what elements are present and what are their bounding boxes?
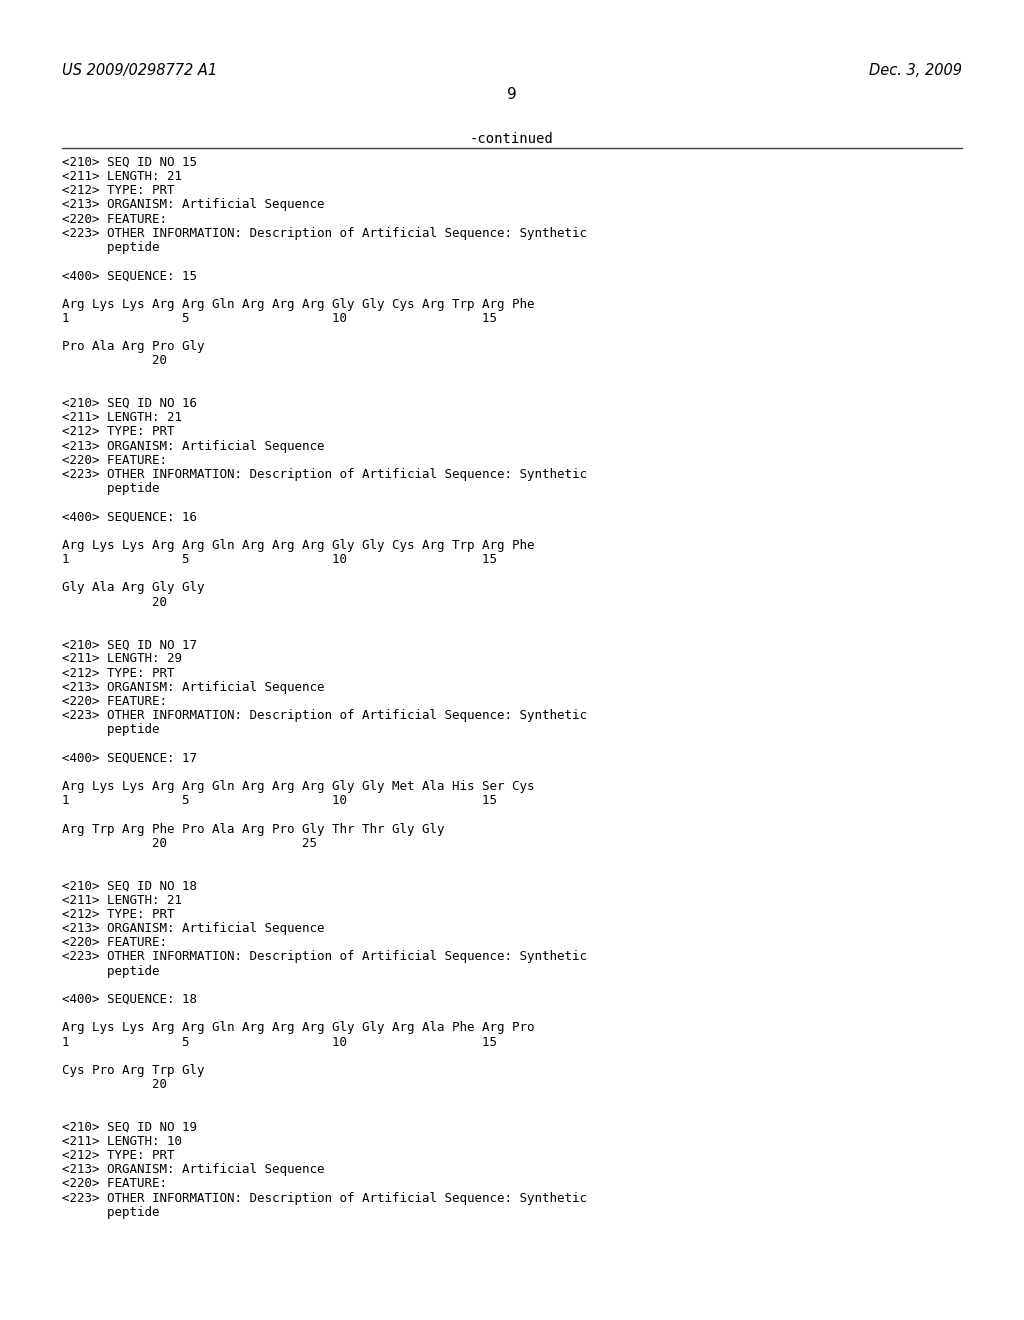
Text: <212> TYPE: PRT: <212> TYPE: PRT xyxy=(62,183,175,197)
Text: 1               5                   10                  15: 1 5 10 15 xyxy=(62,1035,498,1048)
Text: <211> LENGTH: 21: <211> LENGTH: 21 xyxy=(62,412,182,424)
Text: Arg Lys Lys Arg Arg Gln Arg Arg Arg Gly Gly Cys Arg Trp Arg Phe: Arg Lys Lys Arg Arg Gln Arg Arg Arg Gly … xyxy=(62,298,535,310)
Text: <220> FEATURE:: <220> FEATURE: xyxy=(62,694,168,708)
Text: Arg Trp Arg Phe Pro Ala Arg Pro Gly Thr Thr Gly Gly: Arg Trp Arg Phe Pro Ala Arg Pro Gly Thr … xyxy=(62,822,445,836)
Text: <400> SEQUENCE: 17: <400> SEQUENCE: 17 xyxy=(62,751,198,764)
Text: <211> LENGTH: 10: <211> LENGTH: 10 xyxy=(62,1135,182,1148)
Text: <210> SEQ ID NO 16: <210> SEQ ID NO 16 xyxy=(62,397,198,411)
Text: Dec. 3, 2009: Dec. 3, 2009 xyxy=(868,63,962,78)
Text: <210> SEQ ID NO 15: <210> SEQ ID NO 15 xyxy=(62,156,198,169)
Text: <212> TYPE: PRT: <212> TYPE: PRT xyxy=(62,1148,175,1162)
Text: <220> FEATURE:: <220> FEATURE: xyxy=(62,936,168,949)
Text: <213> ORGANISM: Artificial Sequence: <213> ORGANISM: Artificial Sequence xyxy=(62,921,325,935)
Text: <212> TYPE: PRT: <212> TYPE: PRT xyxy=(62,908,175,921)
Text: Pro Ala Arg Pro Gly: Pro Ala Arg Pro Gly xyxy=(62,341,205,354)
Text: <223> OTHER INFORMATION: Description of Artificial Sequence: Synthetic: <223> OTHER INFORMATION: Description of … xyxy=(62,950,588,964)
Text: 1               5                   10                  15: 1 5 10 15 xyxy=(62,553,498,566)
Text: <211> LENGTH: 21: <211> LENGTH: 21 xyxy=(62,894,182,907)
Text: <213> ORGANISM: Artificial Sequence: <213> ORGANISM: Artificial Sequence xyxy=(62,198,325,211)
Text: <213> ORGANISM: Artificial Sequence: <213> ORGANISM: Artificial Sequence xyxy=(62,681,325,694)
Text: 20: 20 xyxy=(62,354,168,367)
Text: <223> OTHER INFORMATION: Description of Artificial Sequence: Synthetic: <223> OTHER INFORMATION: Description of … xyxy=(62,469,588,480)
Text: <213> ORGANISM: Artificial Sequence: <213> ORGANISM: Artificial Sequence xyxy=(62,440,325,453)
Text: peptide: peptide xyxy=(62,242,160,253)
Text: <223> OTHER INFORMATION: Description of Artificial Sequence: Synthetic: <223> OTHER INFORMATION: Description of … xyxy=(62,709,588,722)
Text: -continued: -continued xyxy=(470,132,554,147)
Text: 20: 20 xyxy=(62,1078,168,1092)
Text: 1               5                   10                  15: 1 5 10 15 xyxy=(62,795,498,808)
Text: Arg Lys Lys Arg Arg Gln Arg Arg Arg Gly Gly Met Ala His Ser Cys: Arg Lys Lys Arg Arg Gln Arg Arg Arg Gly … xyxy=(62,780,535,793)
Text: <211> LENGTH: 21: <211> LENGTH: 21 xyxy=(62,170,182,183)
Text: <212> TYPE: PRT: <212> TYPE: PRT xyxy=(62,425,175,438)
Text: Cys Pro Arg Trp Gly: Cys Pro Arg Trp Gly xyxy=(62,1064,205,1077)
Text: peptide: peptide xyxy=(62,723,160,737)
Text: <210> SEQ ID NO 19: <210> SEQ ID NO 19 xyxy=(62,1121,198,1134)
Text: 9: 9 xyxy=(507,87,517,102)
Text: <210> SEQ ID NO 18: <210> SEQ ID NO 18 xyxy=(62,879,198,892)
Text: peptide: peptide xyxy=(62,482,160,495)
Text: <210> SEQ ID NO 17: <210> SEQ ID NO 17 xyxy=(62,639,198,651)
Text: Arg Lys Lys Arg Arg Gln Arg Arg Arg Gly Gly Cys Arg Trp Arg Phe: Arg Lys Lys Arg Arg Gln Arg Arg Arg Gly … xyxy=(62,539,535,552)
Text: <211> LENGTH: 29: <211> LENGTH: 29 xyxy=(62,652,182,665)
Text: <400> SEQUENCE: 15: <400> SEQUENCE: 15 xyxy=(62,269,198,282)
Text: <212> TYPE: PRT: <212> TYPE: PRT xyxy=(62,667,175,680)
Text: US 2009/0298772 A1: US 2009/0298772 A1 xyxy=(62,63,217,78)
Text: <220> FEATURE:: <220> FEATURE: xyxy=(62,213,168,226)
Text: peptide: peptide xyxy=(62,965,160,978)
Text: <220> FEATURE:: <220> FEATURE: xyxy=(62,1177,168,1191)
Text: Gly Ala Arg Gly Gly: Gly Ala Arg Gly Gly xyxy=(62,581,205,594)
Text: <223> OTHER INFORMATION: Description of Artificial Sequence: Synthetic: <223> OTHER INFORMATION: Description of … xyxy=(62,227,588,240)
Text: <220> FEATURE:: <220> FEATURE: xyxy=(62,454,168,467)
Text: <400> SEQUENCE: 18: <400> SEQUENCE: 18 xyxy=(62,993,198,1006)
Text: 1               5                   10                  15: 1 5 10 15 xyxy=(62,312,498,325)
Text: Arg Lys Lys Arg Arg Gln Arg Arg Arg Gly Gly Arg Ala Phe Arg Pro: Arg Lys Lys Arg Arg Gln Arg Arg Arg Gly … xyxy=(62,1022,535,1035)
Text: <400> SEQUENCE: 16: <400> SEQUENCE: 16 xyxy=(62,511,198,524)
Text: 20                  25: 20 25 xyxy=(62,837,317,850)
Text: <213> ORGANISM: Artificial Sequence: <213> ORGANISM: Artificial Sequence xyxy=(62,1163,325,1176)
Text: peptide: peptide xyxy=(62,1206,160,1218)
Text: <223> OTHER INFORMATION: Description of Artificial Sequence: Synthetic: <223> OTHER INFORMATION: Description of … xyxy=(62,1192,588,1205)
Text: 20: 20 xyxy=(62,595,168,609)
